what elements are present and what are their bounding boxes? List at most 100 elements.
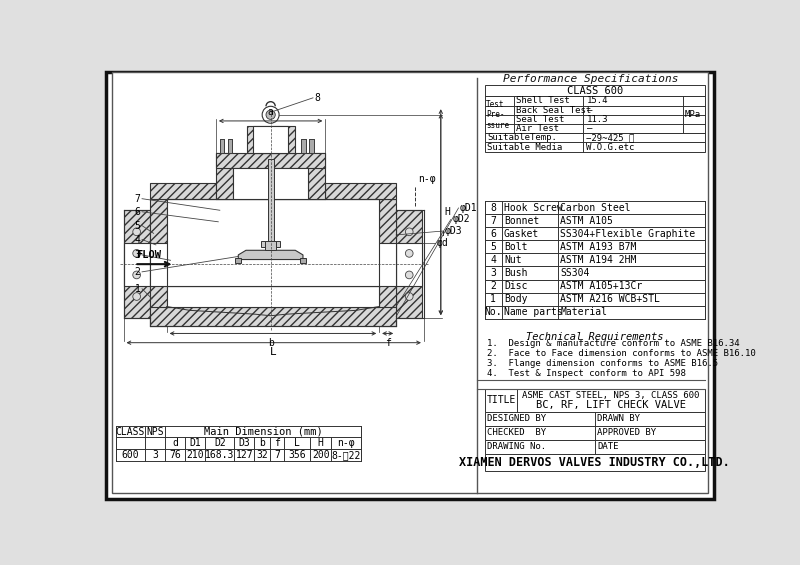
Text: Bolt: Bolt — [504, 242, 527, 252]
Bar — [150, 242, 396, 286]
Text: 11.3: 11.3 — [587, 115, 609, 124]
Text: 1.  Design & manufacture conform to ASME B16.34: 1. Design & manufacture conform to ASME … — [487, 339, 740, 348]
Circle shape — [133, 250, 141, 257]
Text: 7: 7 — [490, 216, 496, 225]
Text: Material: Material — [560, 307, 607, 318]
Bar — [266, 241, 276, 250]
Bar — [485, 293, 705, 306]
Bar — [485, 240, 705, 253]
Text: MPa: MPa — [685, 110, 701, 119]
Bar — [396, 210, 422, 318]
Text: Carbon Steel: Carbon Steel — [560, 203, 630, 212]
Text: 6: 6 — [490, 229, 496, 239]
Text: DATE: DATE — [597, 442, 618, 451]
Bar — [253, 125, 288, 153]
Text: D1: D1 — [190, 438, 201, 448]
Bar — [262, 241, 280, 247]
Text: XIAMEN DERVOS VALVES INDUSTRY CO.,LTD.: XIAMEN DERVOS VALVES INDUSTRY CO.,LTD. — [459, 455, 730, 468]
Text: 127: 127 — [236, 450, 254, 460]
Text: FLOW: FLOW — [136, 250, 161, 260]
Text: φD2: φD2 — [452, 215, 470, 224]
Circle shape — [406, 271, 413, 279]
Text: SuitableTemp.: SuitableTemp. — [487, 133, 557, 142]
Text: 356: 356 — [288, 450, 306, 460]
Text: 2: 2 — [490, 281, 496, 291]
Text: W.O.G.etc: W.O.G.etc — [586, 142, 634, 151]
Text: Technical Requirements: Technical Requirements — [526, 332, 663, 342]
Bar — [485, 142, 705, 152]
Text: D3: D3 — [238, 438, 250, 448]
Bar — [116, 426, 361, 437]
Text: DESIGNED BY: DESIGNED BY — [487, 414, 546, 423]
Text: H: H — [318, 438, 324, 448]
Text: 4.  Test & Inspect conform to API 598: 4. Test & Inspect conform to API 598 — [487, 369, 686, 378]
Text: a: a — [268, 107, 274, 117]
Text: f: f — [385, 338, 390, 348]
Text: 1: 1 — [134, 284, 141, 294]
Text: 15.4: 15.4 — [587, 97, 609, 106]
Bar — [485, 389, 705, 412]
Text: 600: 600 — [122, 450, 139, 460]
Bar — [116, 449, 361, 460]
Bar — [309, 138, 314, 153]
Bar — [150, 183, 396, 199]
Text: 168.3: 168.3 — [205, 450, 234, 460]
Text: Test
Pre-
ssure: Test Pre- ssure — [486, 100, 510, 130]
Text: No.: No. — [484, 307, 502, 318]
Polygon shape — [166, 286, 379, 306]
Text: Bush: Bush — [504, 268, 527, 278]
Text: 32: 32 — [256, 450, 268, 460]
Polygon shape — [300, 258, 306, 263]
Polygon shape — [238, 250, 303, 259]
Bar — [267, 159, 274, 241]
Text: 5: 5 — [490, 242, 496, 252]
Bar — [485, 227, 705, 240]
Text: Name parts: Name parts — [504, 307, 562, 318]
Bar — [227, 138, 232, 153]
Text: L: L — [294, 438, 300, 448]
Text: 6: 6 — [134, 207, 141, 217]
Text: 8: 8 — [490, 203, 496, 212]
Circle shape — [262, 106, 279, 123]
Bar — [485, 253, 705, 267]
Text: SS304: SS304 — [560, 268, 590, 278]
Bar — [485, 214, 705, 227]
Bar — [379, 199, 396, 326]
Text: 7: 7 — [274, 450, 280, 460]
Text: Suitable Media: Suitable Media — [487, 142, 562, 151]
Bar — [150, 199, 166, 326]
Text: 2.  Face to Face dimension conforms to ASME B16.10: 2. Face to Face dimension conforms to AS… — [487, 349, 756, 358]
Text: ASTM A194 2HM: ASTM A194 2HM — [560, 255, 637, 265]
Text: Seal Test: Seal Test — [516, 115, 565, 124]
Text: Hook Screw: Hook Screw — [504, 203, 562, 212]
Bar — [485, 440, 705, 454]
Text: 3: 3 — [490, 268, 496, 278]
Circle shape — [406, 228, 413, 236]
Text: Nut: Nut — [504, 255, 522, 265]
Circle shape — [133, 228, 141, 236]
Text: –: – — [587, 124, 593, 133]
Text: n-φ: n-φ — [418, 174, 435, 184]
Bar — [485, 454, 705, 471]
Text: D2: D2 — [214, 438, 226, 448]
Circle shape — [133, 271, 141, 279]
Polygon shape — [235, 258, 242, 263]
Text: −29~425 ℃: −29~425 ℃ — [586, 133, 634, 142]
Text: 76: 76 — [170, 450, 181, 460]
Circle shape — [406, 293, 413, 301]
Text: Performance Specifications: Performance Specifications — [503, 75, 678, 84]
Text: L: L — [270, 347, 277, 357]
Text: Back Seal Test: Back Seal Test — [516, 106, 591, 115]
Text: ASTM A105: ASTM A105 — [560, 216, 613, 225]
Circle shape — [406, 250, 413, 257]
Bar — [116, 437, 361, 449]
Text: ASTM A216 WCB+STL: ASTM A216 WCB+STL — [560, 294, 660, 304]
Text: 2: 2 — [134, 267, 141, 277]
Text: H: H — [444, 207, 450, 217]
Bar — [308, 153, 326, 199]
Bar — [227, 138, 232, 153]
Text: 210: 210 — [186, 450, 204, 460]
Text: DRAWING No.: DRAWING No. — [487, 442, 546, 451]
Text: Bonnet: Bonnet — [504, 216, 539, 225]
Text: 3: 3 — [134, 250, 141, 260]
